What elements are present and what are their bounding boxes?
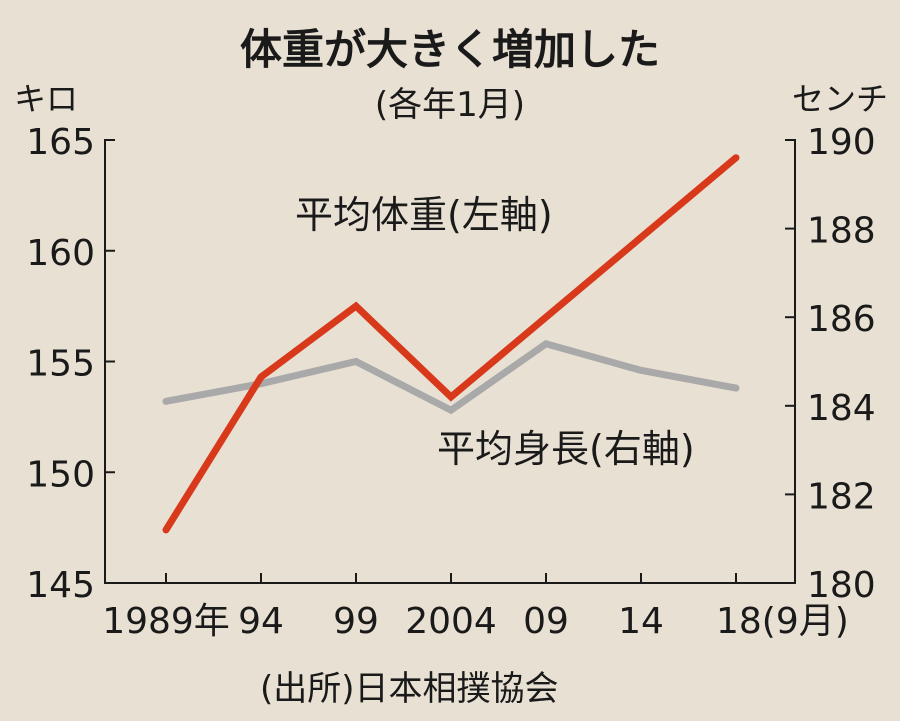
series-label-weight: 平均体重(左軸) [295,193,553,237]
right-tick-label: 190 [807,122,876,163]
x-tick-label: 18(9月) [716,601,849,642]
right-tick-label: 184 [807,388,876,429]
right-axis-unit: センチ [792,80,888,118]
right-tick-label: 186 [807,299,876,340]
left-axis-unit: キロ [14,80,78,118]
source-note: (出所)日本相撲協会 [260,669,559,709]
axes [104,139,796,584]
right-tick-label: 188 [807,211,876,252]
x-tick-label: 14 [618,601,664,642]
right-tick-label: 180 [807,565,876,606]
x-tick-label: 2004 [405,601,497,642]
left-tick-label: 150 [26,454,95,495]
left-tick-label: 155 [26,344,95,385]
left-tick-label: 160 [26,233,95,274]
x-tick-label: 94 [238,601,284,642]
x-tick-label: 1989年 [102,601,230,642]
left-tick-label: 165 [26,122,95,163]
right-tick-label: 182 [807,476,876,517]
series-weight [162,154,740,534]
series-label-height: 平均身長(右軸) [437,427,695,471]
chart-title: 体重が大きく増加した [240,25,660,74]
x-tick-label: 09 [523,601,569,642]
tick-labels: 145 150 155 160 165 180 182 184 186 188 190 1989年 94… [26,122,875,642]
left-tick-label: 145 [26,565,95,606]
x-tick-label: 99 [333,601,379,642]
chart-subtitle: (各年1月) [375,85,525,125]
series-lines [162,154,740,534]
